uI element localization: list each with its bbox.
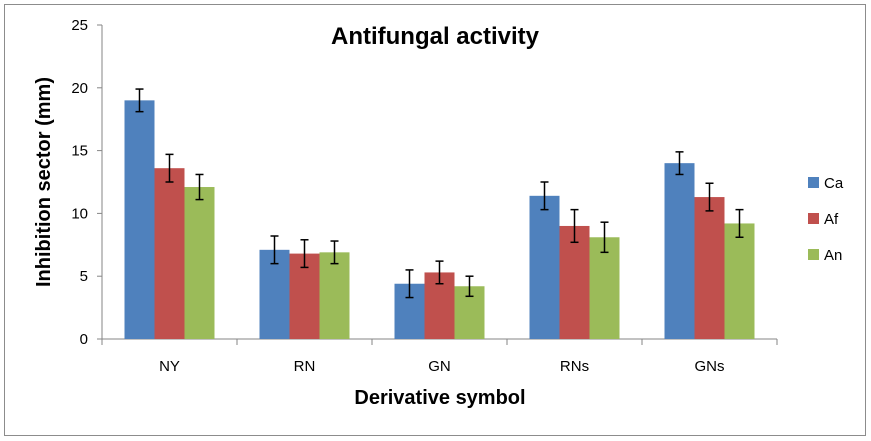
- error-bar-an-rn: [330, 240, 339, 265]
- legend-swatch: [808, 249, 819, 260]
- x-axis-title: Derivative symbol: [354, 387, 525, 409]
- error-bar-af-gn: [435, 260, 444, 285]
- bar-ca-rns: [529, 195, 560, 339]
- legend-item-ca: Ca: [808, 175, 844, 192]
- y-tick-label: 5: [80, 268, 88, 285]
- plot-area: 0 5 10 15 20 25 NY RN GN RNs GNs: [71, 17, 778, 375]
- legend: Ca Af An: [808, 175, 844, 264]
- legend-swatch: [808, 177, 819, 188]
- error-bar-ca-rn: [270, 235, 279, 265]
- legend-swatch: [808, 213, 819, 224]
- x-tick-label: GN: [428, 358, 451, 375]
- error-bar-an-gns: [735, 208, 744, 239]
- legend-item-af: Af: [808, 211, 839, 228]
- x-tick-label: RNs: [560, 358, 589, 375]
- legend-label: An: [824, 247, 842, 264]
- bar-af-rns: [559, 225, 590, 339]
- error-bar-ca-gns: [675, 151, 684, 176]
- error-bar-an-rns: [600, 221, 609, 254]
- y-tick-label: 15: [71, 143, 88, 160]
- chart-title: Antifungal activity: [331, 23, 540, 50]
- error-bar-ca-ny: [135, 88, 144, 113]
- y-tick-label: 0: [80, 331, 88, 348]
- y-tick-label: 20: [71, 80, 88, 97]
- y-axis-title: Inhibition sector (mm): [33, 77, 55, 287]
- bar-ca-gns: [664, 163, 695, 339]
- bar-an-rns: [589, 237, 620, 339]
- error-bar-af-ny: [165, 153, 174, 183]
- error-bar-ca-rns: [540, 181, 549, 211]
- bar-af-ny: [154, 168, 185, 339]
- legend-label: Ca: [824, 175, 844, 192]
- bar-an-gns: [724, 223, 755, 339]
- error-bar-af-rns: [570, 208, 579, 244]
- error-bar-af-rn: [300, 239, 309, 269]
- error-bar-ca-gn: [405, 269, 414, 299]
- x-tick-label: GNs: [695, 358, 725, 375]
- bar-an-rn: [319, 252, 350, 339]
- legend-label: Af: [824, 211, 839, 228]
- y-tick-label: 25: [71, 17, 88, 34]
- error-bar-an-gn: [465, 275, 474, 298]
- error-bar-an-ny: [195, 173, 204, 201]
- bar-ca-ny: [124, 100, 155, 339]
- x-tick-label: NY: [159, 358, 180, 375]
- bar-ca-rn: [259, 249, 290, 339]
- legend-item-an: An: [808, 247, 842, 264]
- x-tick-label: RN: [294, 358, 316, 375]
- error-bar-af-gns: [705, 182, 714, 212]
- y-tick-label: 10: [71, 205, 88, 222]
- bar-af-gns: [694, 197, 725, 339]
- bar-an-ny: [184, 187, 215, 339]
